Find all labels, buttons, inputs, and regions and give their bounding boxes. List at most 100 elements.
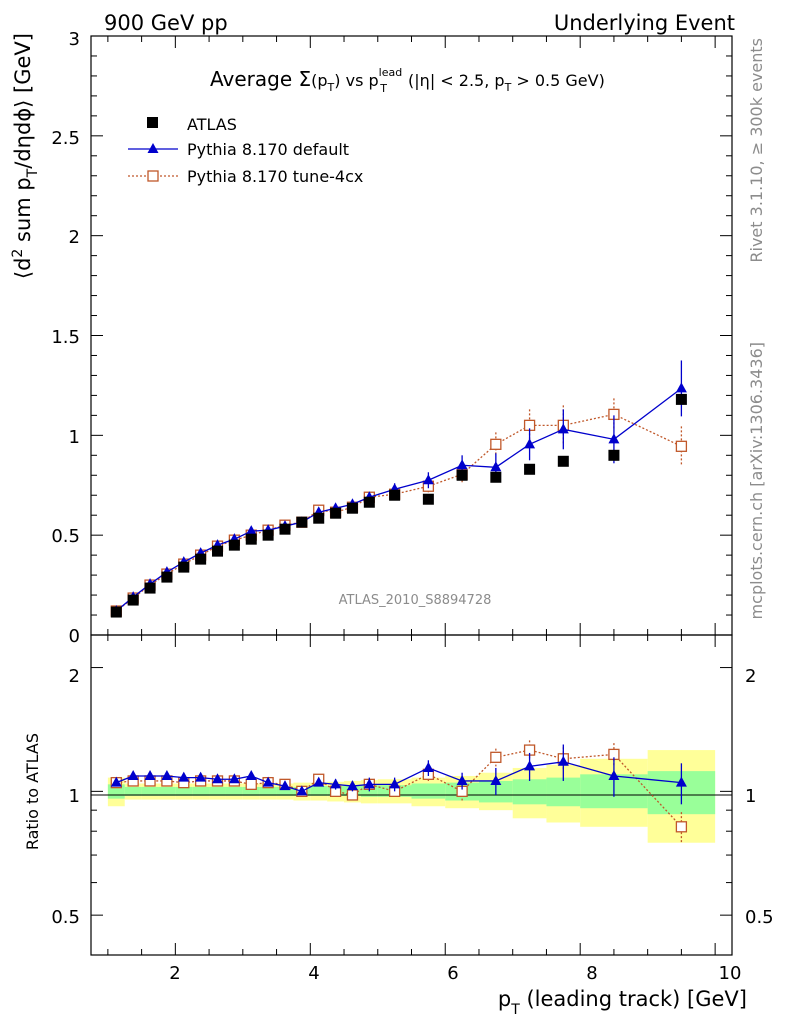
band-inner-3 xyxy=(158,786,176,796)
ratio-tune-point xyxy=(490,751,502,763)
header-left-title: 900 GeV pp xyxy=(104,11,228,35)
ratio-default-point xyxy=(228,773,240,784)
band-inner-5 xyxy=(192,786,210,796)
legend: ATLAS Pythia 8.170 default Pythia 8.170 … xyxy=(128,115,363,186)
ratio-default-point xyxy=(330,778,342,789)
ratio-default-point xyxy=(144,769,156,780)
band-inner-4 xyxy=(175,786,193,796)
band-inner-20 xyxy=(512,779,547,805)
main-ytick-labels: 0 0.5 1 1.5 2 2.5 3 xyxy=(51,29,80,647)
ratio-ytick-left-0.5: 0.5 xyxy=(51,907,80,928)
main-atlas-point xyxy=(228,539,240,551)
ytick-1: 1 xyxy=(69,427,80,448)
axis-ticks xyxy=(91,35,732,955)
main-atlas-point xyxy=(608,449,620,461)
ratio-tune-point xyxy=(675,821,688,833)
ratio-default-point xyxy=(279,780,291,791)
main-atlas-point xyxy=(490,471,502,483)
ytick-3: 3 xyxy=(69,29,80,50)
main-atlas-point xyxy=(313,512,325,524)
main-atlas-point xyxy=(110,606,122,618)
ratio-default-point xyxy=(675,776,687,787)
main-atlas-point xyxy=(524,463,536,475)
x-axis-label: pT (leading track) [GeV] xyxy=(498,987,747,1018)
ratio-ytick-left-2: 2 xyxy=(69,666,80,687)
ratio-ytick-labels: 0.5 1 2 0.5 1 2 xyxy=(51,666,773,928)
band-inner-7 xyxy=(225,786,243,796)
legend-tune-label: Pythia 8.170 tune-4cx xyxy=(187,167,363,186)
ratio-default-point xyxy=(422,761,434,772)
ratio-default-point xyxy=(195,771,207,782)
legend-default-label: Pythia 8.170 default xyxy=(187,140,349,159)
main-atlas-point xyxy=(212,545,224,557)
main-atlas-point xyxy=(178,561,190,573)
ratio-default-point xyxy=(557,755,569,766)
main-atlas-point xyxy=(456,469,468,481)
ratio-default-point xyxy=(524,760,536,771)
band-inner-9 xyxy=(259,786,277,796)
analysis-watermark: ATLAS_2010_S8894728 xyxy=(339,593,492,608)
main-default-point xyxy=(608,433,620,444)
main-atlas-point xyxy=(346,502,358,514)
data-marks xyxy=(110,360,688,843)
ratio-uncertainty-bands xyxy=(107,750,716,843)
ratio-default-point xyxy=(608,769,620,780)
main-atlas-point xyxy=(557,455,569,467)
main-atlas-point xyxy=(262,529,274,541)
xtick-labels: 2 4 6 8 10 xyxy=(169,963,741,984)
ratio-default-point xyxy=(389,778,401,789)
main-atlas-point xyxy=(245,533,257,545)
main-y-axis-label: ⟨d2 sum pT/dηdϕ⟩ [GeV] xyxy=(10,33,41,279)
main-default-point xyxy=(675,382,687,393)
ratio-default-point xyxy=(262,776,274,787)
main-tune-point xyxy=(675,440,688,452)
main-atlas-point xyxy=(675,393,687,405)
main-atlas-point xyxy=(195,553,207,565)
main-default-point xyxy=(557,423,569,434)
legend-default-marker xyxy=(147,143,159,153)
ratio-default-point xyxy=(313,776,325,787)
band-inner-21 xyxy=(546,777,581,807)
ratio-default-point xyxy=(161,769,173,780)
main-atlas-point xyxy=(144,582,156,594)
main-atlas-point xyxy=(161,571,173,583)
main-atlas-point xyxy=(330,507,342,519)
main-default-point xyxy=(456,459,468,470)
ratio-ytick-right-0.5: 0.5 xyxy=(745,907,774,928)
main-tune-line xyxy=(115,413,682,612)
ratio-default-point xyxy=(296,785,308,796)
mcplots-label: mcplots.cern.ch [arXiv:1306.3436] xyxy=(747,342,766,619)
band-inner-1 xyxy=(124,786,142,796)
xtick-4: 4 xyxy=(308,963,319,984)
ratio-default-point xyxy=(178,771,190,782)
ratio-default-point xyxy=(363,778,375,789)
ytick-2.5: 2.5 xyxy=(51,128,80,149)
ratio-tune-point xyxy=(346,789,359,801)
xtick-8: 8 xyxy=(586,963,597,984)
ratio-default-point xyxy=(212,773,224,784)
legend-atlas-label: ATLAS xyxy=(187,115,237,134)
band-inner-6 xyxy=(209,786,226,796)
legend-atlas-marker xyxy=(147,117,158,128)
ratio-default-point xyxy=(346,780,358,791)
ratio-ytick-left-1: 1 xyxy=(69,786,80,807)
main-atlas-point xyxy=(296,516,308,528)
band-inner-8 xyxy=(242,786,260,796)
main-atlas-point xyxy=(363,496,375,508)
ytick-0: 0 xyxy=(69,626,80,647)
ratio-y-axis-label: Ratio to ATLAS xyxy=(23,733,42,850)
ytick-2: 2 xyxy=(69,227,80,248)
ratio-tune-point xyxy=(245,778,257,791)
xtick-10: 10 xyxy=(719,963,742,984)
band-inner-17 xyxy=(411,783,446,799)
band-inner-10 xyxy=(276,786,294,796)
main-atlas-point xyxy=(279,523,291,535)
plot-title: Average Σ(pT) vs plead T (|η| < 2.5, pT >… xyxy=(210,66,605,95)
ytick-0.5: 0.5 xyxy=(51,526,80,547)
ratio-default-point xyxy=(127,769,139,780)
header-right-title: Underlying Event xyxy=(554,11,735,35)
xtick-6: 6 xyxy=(447,963,458,984)
xtick-2: 2 xyxy=(169,963,180,984)
main-default-point xyxy=(490,461,502,472)
